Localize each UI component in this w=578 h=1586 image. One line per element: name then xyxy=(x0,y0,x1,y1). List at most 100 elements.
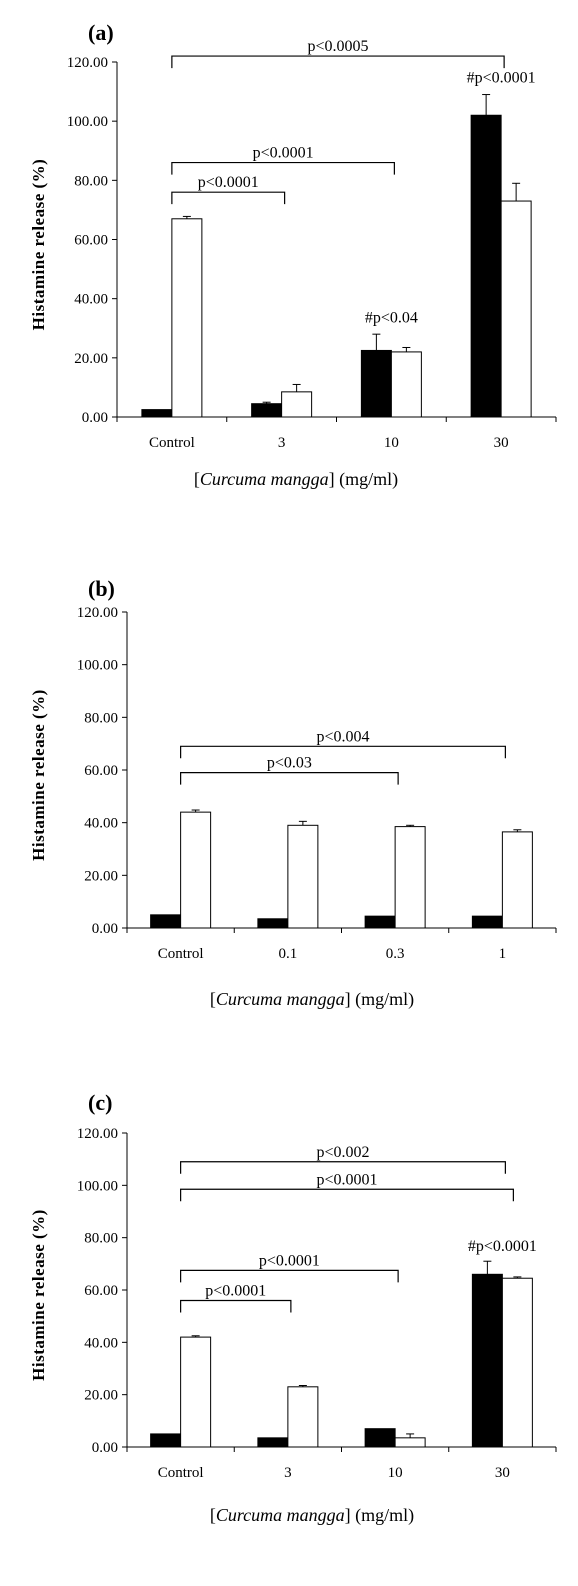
bar-series-2 xyxy=(281,391,313,418)
bar-series-1 xyxy=(360,349,392,418)
x-axis-label-prefix: [ xyxy=(210,989,216,1009)
y-tick-label: 40.00 xyxy=(84,816,118,832)
x-tick-label: 0.3 xyxy=(386,946,405,962)
y-tick-label: 0.00 xyxy=(82,410,108,426)
bar-series-1 xyxy=(471,915,503,929)
bar-series-2 xyxy=(287,824,319,929)
y-tick-label: 120.00 xyxy=(77,1126,118,1142)
significance-label: p<0.0001 xyxy=(253,145,314,162)
bar-series-1 xyxy=(257,1437,289,1448)
bar-series-2 xyxy=(394,826,426,929)
significance-annotation: #p<0.0001 xyxy=(468,1238,537,1255)
x-tick-label: 3 xyxy=(284,1465,292,1481)
y-tick-label: 100.00 xyxy=(77,1178,118,1194)
y-tick-label: 120.00 xyxy=(67,55,108,71)
x-axis-label-species: Curcuma mangga xyxy=(216,989,345,1009)
panel-label: (a) xyxy=(88,20,114,45)
x-tick-label: Control xyxy=(158,946,204,962)
y-tick-label: 20.00 xyxy=(84,868,118,884)
x-axis-label-suffix: ] (mg/ml) xyxy=(345,1505,415,1526)
significance-bracket xyxy=(180,1161,506,1174)
chart-panel-2: (b) 0.00 20.00 40.00 60.00 80.00 100.00 120.00 C… xyxy=(29,576,557,1010)
x-axis-label-species: Curcuma mangga xyxy=(216,1505,345,1525)
x-tick-label: Control xyxy=(158,1465,204,1481)
y-tick-label: 40.00 xyxy=(84,1335,118,1351)
x-axis-label: [Curcuma mangga] (mg/ml) xyxy=(194,469,398,490)
bar-series-2 xyxy=(390,351,422,418)
x-axis-label-prefix: [ xyxy=(194,469,200,489)
bar-series-2 xyxy=(287,1386,319,1448)
y-tick-label: 100.00 xyxy=(77,658,118,674)
x-tick-label: 30 xyxy=(495,1465,510,1481)
significance-bracket xyxy=(180,745,506,759)
bar-series-2 xyxy=(394,1437,426,1448)
significance-annotation: #p<0.04 xyxy=(365,309,418,326)
significance-bracket xyxy=(180,1299,292,1313)
significance-label: p<0.0001 xyxy=(316,1171,377,1188)
x-axis-label-species: Curcuma mangga xyxy=(200,469,329,489)
bar-series-1 xyxy=(470,114,502,418)
x-axis-label-suffix: ] (mg/ml) xyxy=(345,989,415,1010)
y-axis-label: Histamine release (%) xyxy=(29,1209,48,1381)
significance-label: p<0.0001 xyxy=(205,1282,266,1299)
significance-bracket xyxy=(171,161,395,175)
y-axis-label: Histamine release (%) xyxy=(29,689,48,861)
chart-panel-1: (a) 0.00 20.00 40.00 60.00 80.00 100.00 120.00 C… xyxy=(29,20,557,490)
x-tick-label: 3 xyxy=(278,435,286,451)
bar-series-2 xyxy=(171,218,203,418)
bar-series-1 xyxy=(141,409,173,418)
bar-series-1 xyxy=(471,1273,503,1448)
panel-label: (c) xyxy=(88,1090,112,1115)
y-tick-label: 80.00 xyxy=(84,710,118,726)
significance-label: p<0.0001 xyxy=(259,1252,320,1269)
bar-series-2 xyxy=(500,200,532,418)
x-axis-label-suffix: ] (mg/ml) xyxy=(329,469,399,490)
y-tick-label: 20.00 xyxy=(74,351,108,367)
significance-label: p<0.0001 xyxy=(198,174,259,191)
x-axis-label-prefix: [ xyxy=(210,1505,216,1525)
y-tick-label: 20.00 xyxy=(84,1388,118,1404)
x-tick-label: 10 xyxy=(388,1465,403,1481)
y-tick-label: 60.00 xyxy=(84,763,118,779)
panel-label: (b) xyxy=(88,576,115,601)
bar-series-1 xyxy=(150,914,182,929)
y-tick-label: 100.00 xyxy=(67,114,108,130)
bar-series-2 xyxy=(501,1277,533,1448)
bar-series-1 xyxy=(364,915,396,929)
significance-bracket xyxy=(171,191,286,205)
x-tick-label: Control xyxy=(149,435,195,451)
bar-series-1 xyxy=(150,1433,182,1448)
significance-annotation: #p<0.0001 xyxy=(467,70,536,87)
significance-bracket xyxy=(180,772,399,785)
x-tick-label: 10 xyxy=(384,435,399,451)
bar-series-2 xyxy=(501,831,533,929)
y-tick-label: 0.00 xyxy=(92,921,118,937)
bar-series-1 xyxy=(364,1428,396,1448)
significance-bracket xyxy=(180,1269,399,1283)
y-tick-label: 80.00 xyxy=(74,173,108,189)
x-tick-label: 1 xyxy=(499,946,507,962)
bar-series-2 xyxy=(180,1336,212,1448)
y-tick-label: 0.00 xyxy=(92,1440,118,1456)
bar-series-1 xyxy=(257,918,289,929)
x-tick-label: 30 xyxy=(494,435,509,451)
x-axis-label: [Curcuma mangga] (mg/ml) xyxy=(210,989,414,1010)
significance-label: p<0.0005 xyxy=(307,38,368,55)
bar-series-2 xyxy=(180,811,212,929)
y-axis-label: Histamine release (%) xyxy=(29,159,48,331)
bar-series-1 xyxy=(251,403,283,418)
significance-label: p<0.03 xyxy=(267,755,312,772)
y-tick-label: 120.00 xyxy=(77,605,118,621)
y-tick-label: 80.00 xyxy=(84,1231,118,1247)
y-tick-label: 60.00 xyxy=(84,1283,118,1299)
x-tick-label: 0.1 xyxy=(279,946,298,962)
chart-panel-3: (c) 0.00 20.00 40.00 60.00 80.00 100.00 120.00 C… xyxy=(29,1090,557,1526)
significance-bracket xyxy=(180,1188,514,1202)
significance-label: p<0.004 xyxy=(316,728,369,745)
significance-label: p<0.002 xyxy=(316,1144,369,1161)
y-tick-label: 60.00 xyxy=(74,233,108,249)
y-tick-label: 40.00 xyxy=(74,292,108,308)
significance-bracket xyxy=(171,55,505,69)
x-axis-label: [Curcuma mangga] (mg/ml) xyxy=(210,1505,414,1526)
